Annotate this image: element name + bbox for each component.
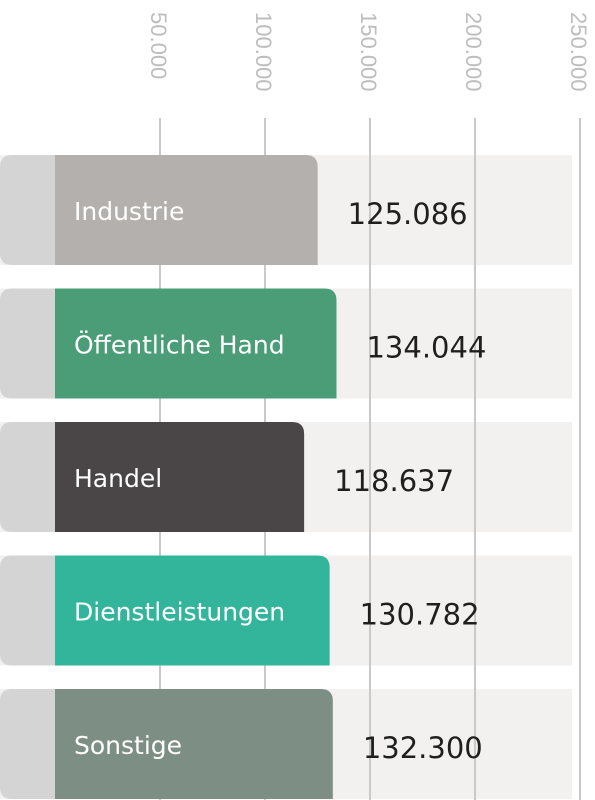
bar--ffentliche-hand — [55, 288, 337, 399]
tick-label: 50.000 — [146, 12, 171, 79]
bar-stub — [0, 422, 55, 532]
bar-dienstleistungen — [55, 555, 330, 666]
value-label: 125.086 — [348, 197, 468, 231]
bar-industrie — [55, 155, 318, 265]
tick-label: 250.000 — [566, 12, 591, 92]
bar-stub — [0, 155, 55, 265]
value-label: 118.637 — [334, 464, 454, 498]
tick-label: 100.000 — [251, 12, 276, 92]
category-label: Sonstige — [74, 731, 182, 760]
bar-handel — [55, 422, 305, 532]
bar-stub — [0, 288, 55, 399]
category-label: Öffentliche Hand — [74, 331, 285, 360]
value-label: 134.044 — [366, 331, 486, 365]
category-label: Industrie — [74, 197, 184, 226]
category-label: Dienstleistungen — [74, 598, 285, 627]
tick-label: 150.000 — [356, 12, 381, 92]
bar-sonstige — [55, 689, 333, 799]
value-label: 130.782 — [360, 598, 480, 632]
category-label: Handel — [74, 464, 162, 493]
bar-stub — [0, 689, 55, 799]
tick-label: 200.000 — [461, 12, 486, 92]
bar-stub — [0, 555, 55, 666]
value-label: 132.300 — [363, 731, 483, 765]
